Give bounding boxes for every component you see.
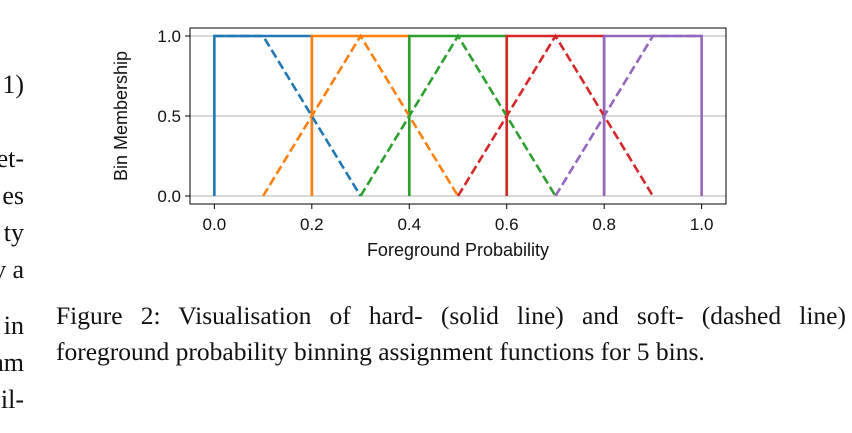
soft-bin-line-3 [456, 33, 655, 197]
series-layer [213, 33, 703, 197]
left-column-line: v a [0, 255, 24, 284]
left-column-line: am [0, 348, 24, 377]
x-tick-label: 0.2 [300, 215, 324, 234]
left-column-line: il- [0, 385, 24, 414]
y-tick-label: 0.0 [157, 187, 181, 206]
x-tick-label: 1.0 [690, 215, 714, 234]
soft-bin-line-0 [214, 34, 362, 197]
y-axis-ticks: 0.0 0.5 1.0 [157, 27, 190, 206]
x-axis-label: Foreground Probability [367, 240, 549, 260]
x-tick-label: 0.6 [495, 215, 519, 234]
left-column-line: es [2, 181, 24, 210]
x-axis-ticks: 0.0 0.2 0.4 0.6 0.8 1.0 [203, 204, 714, 234]
left-column-line: et- [0, 144, 24, 173]
caption-text: Visualisation of hard- (solid line) and … [56, 301, 846, 366]
soft-bin-line-2 [359, 33, 557, 197]
x-tick-label: 0.0 [203, 215, 227, 234]
soft-bin-line-1 [261, 33, 460, 197]
gridlines [190, 35, 726, 197]
left-column-line: in [3, 311, 24, 340]
left-column-line: 1) [2, 70, 24, 99]
left-column-line: ty [3, 218, 24, 247]
x-tick-label: 0.4 [397, 215, 421, 234]
y-tick-label: 1.0 [157, 27, 181, 46]
figure-caption: Figure 2: Visualisation of hard- (solid … [56, 298, 846, 370]
caption-label: Figure 2: [56, 301, 161, 330]
left-column-text: 1) et- es ty v a in am il- [0, 66, 24, 418]
x-tick-label: 0.8 [592, 215, 616, 234]
soft-bin-line-4 [554, 34, 702, 197]
bin-membership-chart: 0.0 0.2 0.4 0.6 0.8 1.0 0.0 0.5 1.0 Foreground … [111, 27, 727, 260]
y-axis-label: Bin Membership [111, 51, 131, 181]
y-tick-label: 0.5 [157, 107, 181, 126]
